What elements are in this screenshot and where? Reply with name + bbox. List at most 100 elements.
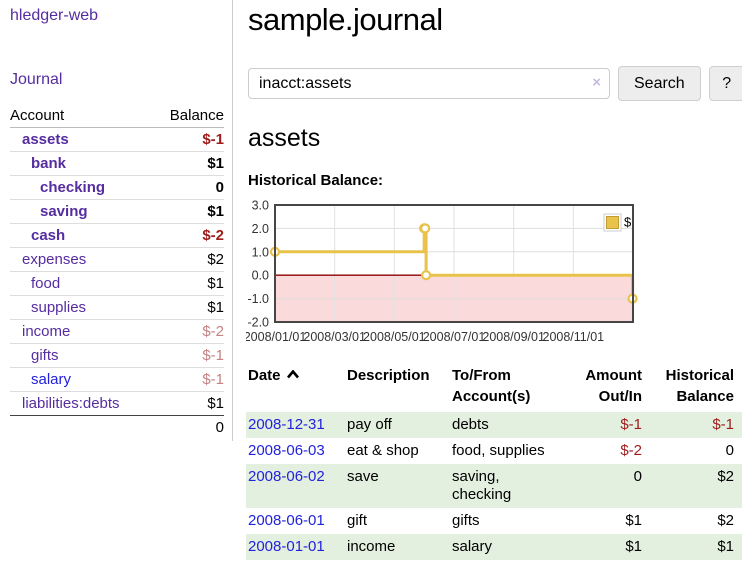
account-balance: $1 — [148, 199, 224, 224]
account-row-expenses: expenses $2 — [10, 247, 224, 272]
register-header-balance: Historical Balance — [665, 367, 734, 405]
transaction-balance: 0 — [725, 442, 734, 459]
transaction-amount: 0 — [633, 468, 642, 485]
account-balance: $1 — [148, 295, 224, 320]
account-link-gifts[interactable]: gifts — [31, 347, 59, 364]
transaction-accounts: saving, checking — [452, 468, 512, 503]
register-header-accounts: To/From Account(s) — [452, 367, 531, 405]
search-input[interactable] — [248, 68, 610, 99]
transaction-accounts: salary — [452, 538, 493, 555]
accounts-header-row: Account Balance — [10, 104, 224, 128]
account-row-food: food $1 — [10, 271, 224, 296]
transaction-balance: $2 — [717, 468, 734, 485]
svg-text:0.0: 0.0 — [252, 269, 269, 283]
transaction-accounts: food, supplies — [452, 442, 545, 459]
account-row-cash: cash $-2 — [10, 223, 224, 248]
accounts-header-balance: Balance — [148, 104, 224, 128]
register-header-row: Date Description To/From Account(s) Amou… — [246, 362, 742, 412]
account-row-saving: saving $1 — [10, 199, 224, 224]
transaction-amount: $1 — [625, 512, 642, 529]
accounts-total-row: 0 — [10, 416, 224, 440]
app-brand-link[interactable]: hledger-web — [10, 7, 99, 24]
legend-label: $ — [624, 215, 632, 230]
account-link-saving[interactable]: saving — [40, 203, 88, 220]
help-button[interactable]: ? — [708, 66, 742, 101]
register-header-amount: Amount Out/In — [585, 367, 642, 405]
register-row: 2008-06-01 gift gifts $1 $2 — [246, 508, 742, 534]
account-balance: $-1 — [148, 127, 224, 152]
accounts-header-account: Account — [10, 104, 148, 128]
transaction-description: save — [347, 468, 379, 485]
account-link-cash[interactable]: cash — [31, 227, 66, 244]
account-row-gifts: gifts $-1 — [10, 343, 224, 368]
sidebar: hledger-web Journal Account Balance asse… — [0, 0, 233, 441]
transaction-description: gift — [347, 512, 368, 529]
account-balance: $1 — [148, 391, 224, 416]
search-button[interactable]: Search — [618, 66, 701, 101]
date-header-label: Date — [248, 367, 281, 384]
transaction-date-link[interactable]: 2008-06-03 — [248, 442, 325, 459]
transaction-date-link[interactable]: 2008-01-01 — [248, 538, 325, 555]
account-heading: assets — [248, 124, 321, 152]
transaction-date-link[interactable]: 2008-12-31 — [248, 416, 325, 433]
transaction-amount: $1 — [625, 538, 642, 555]
account-row-supplies: supplies $1 — [10, 295, 224, 320]
transaction-amount: $-1 — [620, 416, 642, 433]
legend-color-swatch — [606, 216, 619, 229]
svg-text:2008/07/01: 2008/07/01 — [423, 330, 486, 344]
register-row: 2008-01-01 income salary $1 $1 — [246, 534, 742, 560]
account-row-bank: bank $1 — [10, 151, 224, 176]
account-row-income: income $-2 — [10, 319, 224, 344]
accounts-total-value: 0 — [215, 419, 224, 436]
account-balance: $1 — [148, 151, 224, 176]
account-balance: $2 — [148, 247, 224, 272]
transaction-description: pay off — [347, 416, 392, 433]
account-row-salary: salary $-1 — [10, 367, 224, 392]
sidebar-item-journal[interactable]: Journal — [10, 71, 63, 88]
account-balance: $-1 — [148, 367, 224, 392]
account-link-supplies[interactable]: supplies — [31, 299, 87, 316]
svg-text:2008/09/01: 2008/09/01 — [482, 330, 545, 344]
transaction-description: income — [347, 538, 396, 555]
register-header-date[interactable]: Date — [246, 362, 345, 412]
svg-text:2008/11/01: 2008/11/01 — [543, 330, 605, 344]
svg-text:3.0: 3.0 — [252, 199, 269, 213]
transaction-date-link[interactable]: 2008-06-01 — [248, 512, 325, 529]
svg-text:2.0: 2.0 — [252, 222, 269, 236]
accounts-table: Account Balance assets $-1 bank $1 check… — [10, 104, 224, 439]
main-panel: sample.journal × Search ? assets Histori… — [246, 0, 742, 582]
page-title: sample.journal — [248, 2, 443, 37]
transaction-accounts: debts — [452, 416, 489, 433]
transaction-accounts: gifts — [452, 512, 480, 529]
transaction-balance: $1 — [717, 538, 734, 555]
account-link-food[interactable]: food — [31, 275, 61, 292]
clear-search-icon[interactable]: × — [592, 74, 601, 91]
account-link-expenses[interactable]: expenses — [22, 251, 87, 268]
register-row: 2008-12-31 pay off debts $-1 $-1 — [246, 412, 742, 438]
svg-text:-1.0: -1.0 — [247, 292, 269, 306]
account-row-checking: checking 0 — [10, 175, 224, 200]
account-balance: $-1 — [148, 343, 224, 368]
transaction-amount: $-2 — [620, 442, 642, 459]
historical-balance-chart: 3.0 2.0 1.0 0.0 -1.0 -2.02008/01/012008/03/01… — [246, 199, 638, 344]
sort-ascending-icon — [286, 369, 299, 379]
account-link-checking[interactable]: checking — [40, 179, 106, 196]
search-form: × Search ? — [248, 66, 742, 101]
transaction-balance: $-1 — [712, 416, 734, 433]
account-row-assets: assets $-1 — [10, 127, 224, 152]
register-row: 2008-06-03 eat & shop food, supplies $-2… — [246, 438, 742, 464]
chart-section-label: Historical Balance: — [248, 172, 384, 189]
transaction-date-link[interactable]: 2008-06-02 — [248, 468, 325, 485]
register-header-description: Description — [347, 367, 430, 384]
svg-text:1.0: 1.0 — [252, 245, 269, 259]
account-link-salary[interactable]: salary — [31, 371, 72, 388]
account-link-assets[interactable]: assets — [22, 131, 69, 148]
svg-text:-2.0: -2.0 — [247, 316, 269, 330]
account-balance: $-2 — [148, 319, 224, 344]
account-link-bank[interactable]: bank — [31, 155, 67, 172]
account-balance: 0 — [148, 175, 224, 200]
transaction-description: eat & shop — [347, 442, 419, 459]
account-link-liabilities-debts[interactable]: liabilities:debts — [22, 395, 120, 412]
account-link-income[interactable]: income — [22, 323, 71, 340]
account-balance: $1 — [148, 271, 224, 296]
